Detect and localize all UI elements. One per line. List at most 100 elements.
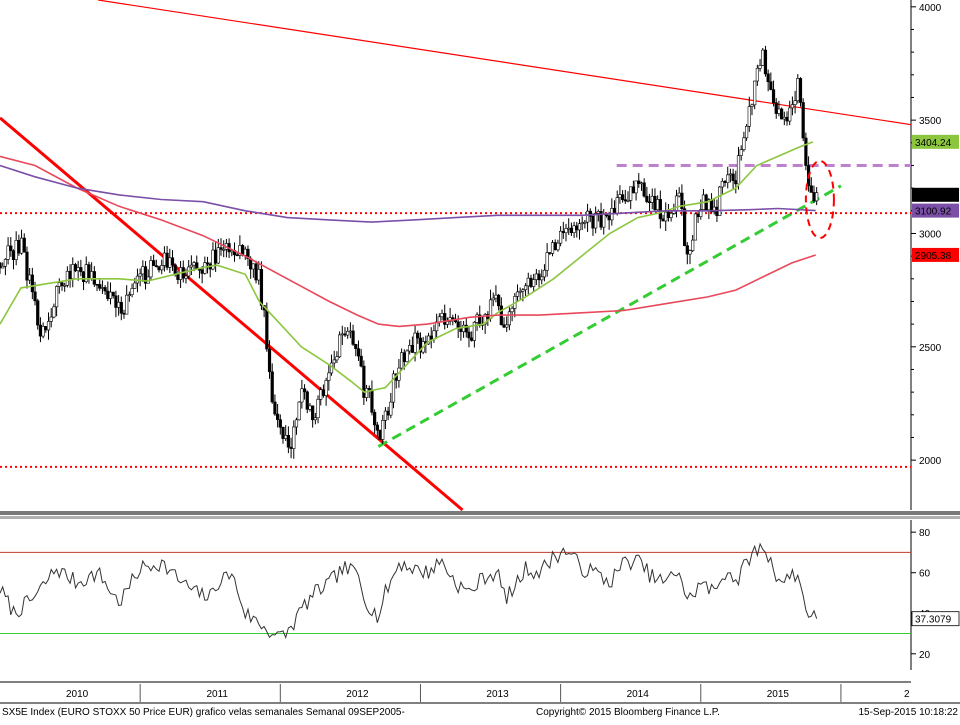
candle-body (294, 419, 299, 428)
candle-body (130, 288, 134, 295)
candle-body (518, 290, 522, 293)
candle-body (561, 230, 565, 234)
candle-body (502, 324, 506, 328)
candle-body (351, 330, 355, 345)
last-value-label: 2905.38 (915, 251, 952, 262)
candle-body (788, 107, 792, 122)
candle-body (3, 259, 7, 267)
candle-body (38, 324, 43, 337)
candle-body (515, 291, 520, 297)
candle-body (521, 289, 525, 292)
candle-body (52, 306, 56, 318)
candle-body (744, 126, 749, 139)
candle-body (505, 324, 509, 328)
candle-body (585, 210, 590, 223)
candle-body (162, 252, 167, 266)
candle-body (176, 273, 180, 280)
candle-body (200, 269, 204, 274)
rsi-last-value-box (911, 611, 960, 627)
candle-body (265, 309, 269, 350)
candle-body (510, 308, 514, 313)
candle-body (405, 350, 409, 363)
candle-body (327, 372, 331, 381)
candle-body (456, 321, 460, 329)
candle-body (65, 270, 69, 286)
candle-body (542, 269, 547, 278)
candle-body (812, 192, 816, 202)
rsi-last-value-label: 37.3079 (915, 615, 952, 626)
candle-body (92, 271, 96, 285)
candle-body (373, 411, 377, 426)
candle-body (149, 260, 153, 278)
trend-line (98, 0, 912, 126)
candle-body (346, 330, 350, 336)
rsi-y-tick-label: 20 (919, 650, 931, 661)
candle-body (289, 446, 293, 449)
candle-body (370, 389, 374, 413)
candle-body (106, 290, 110, 299)
candle-body (594, 212, 598, 229)
candle-body (556, 242, 560, 251)
candle-body (596, 211, 600, 214)
rsi-panel: 2040608037.3079 (0, 520, 960, 670)
candle-body (359, 355, 363, 367)
candle-body (467, 331, 471, 339)
candle-body (399, 352, 404, 369)
candle-body (658, 199, 662, 220)
candle-body (319, 389, 323, 400)
candle-body (815, 192, 819, 202)
candle-body (19, 237, 24, 254)
candle-body (273, 401, 277, 415)
candle-body (108, 291, 113, 299)
candle-body (391, 373, 396, 403)
candle-body (111, 291, 115, 297)
candle-body (36, 300, 40, 326)
candle-body (33, 291, 37, 302)
panel-separator-bar (0, 511, 960, 515)
candle-body (771, 89, 776, 104)
candle-body (497, 294, 501, 307)
candle-body (785, 116, 789, 122)
candle-body (753, 80, 757, 106)
candle-body (362, 365, 366, 398)
candle-body (642, 182, 646, 197)
candle-body (192, 262, 196, 266)
candle-body (160, 265, 164, 271)
x-year-label: 2010 (66, 689, 89, 700)
candle-body (100, 287, 105, 289)
candle-body (537, 273, 541, 281)
candle-body (356, 348, 361, 357)
candle-body (389, 401, 393, 416)
highlight-ellipse (804, 159, 835, 239)
price-y-tick-label: 2500 (919, 343, 942, 354)
candle-body (284, 435, 288, 439)
candle-body (766, 73, 770, 83)
candle-body (57, 282, 61, 287)
candle-body (650, 195, 654, 203)
candle-body (798, 78, 803, 103)
candle-body (747, 106, 751, 127)
candle-body (621, 194, 625, 200)
candle-body (119, 301, 123, 314)
candle-body (750, 104, 754, 107)
candle-body (445, 321, 450, 325)
candle-body (523, 285, 528, 291)
candle-body (569, 227, 573, 233)
candle-body (184, 275, 188, 279)
candle-body (769, 81, 773, 90)
candle-body (152, 260, 156, 266)
candle-body (386, 410, 390, 416)
candle-body (214, 249, 218, 264)
candle-body (682, 208, 687, 246)
footer-timestamp-text: 15-Sep-2015 10:18:22 (858, 707, 958, 718)
candle-body (49, 316, 53, 322)
footer-copyright-text: Copyright© 2015 Bloomberg Finance L.P. (536, 707, 720, 718)
candle-body (222, 249, 226, 251)
candle-body (637, 180, 641, 184)
candle-body (790, 104, 795, 109)
candle-body (443, 313, 447, 325)
candle-body (114, 295, 118, 308)
candle-body (81, 271, 86, 282)
candle-body (755, 67, 759, 82)
